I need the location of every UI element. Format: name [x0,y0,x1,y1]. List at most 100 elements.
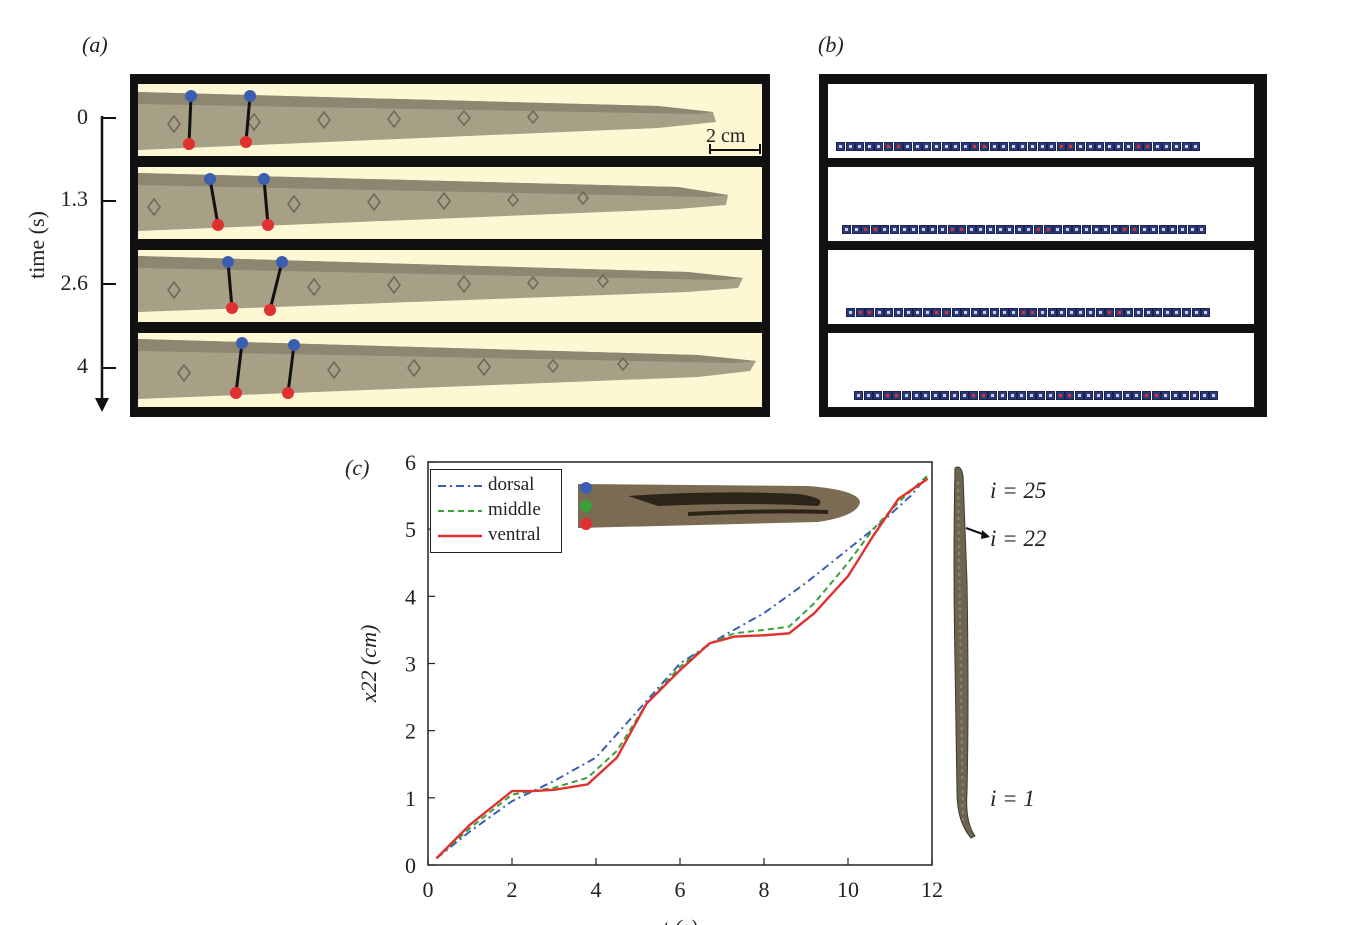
model-segment-block [899,225,909,234]
model-segment-block [947,225,957,234]
legend-middle: middle [488,499,541,520]
model-segment-block [1036,391,1046,400]
model-segment-block [1110,225,1120,234]
model-strip-0 [828,84,1254,158]
model-segment-block [874,308,884,317]
model-segment-block [873,391,883,400]
snake-frame-2 [138,250,762,322]
model-segment-block [1085,142,1095,151]
model-segment-block [1153,308,1163,317]
model-segment-block [1172,308,1182,317]
model-segment-block [940,391,950,400]
model-segment-block [1076,308,1086,317]
x-tick-label: 10 [837,877,859,902]
model-segment-block [870,225,880,234]
model-segment-block [846,308,855,317]
model-segment-block [854,391,863,400]
model-segment-block [1162,142,1172,151]
model-segment-block [922,308,932,317]
model-segment-block [1009,308,1019,317]
x-tick-label: 2 [507,877,518,902]
y-tick-label: 3 [405,652,416,677]
model-segment-block [951,308,961,317]
model-segment-block [1158,225,1168,234]
model-segment-block [1151,391,1161,400]
model-segment-block [1028,308,1038,317]
model-segment-block [961,308,971,317]
x-tick-label: 12 [921,877,943,902]
model-segment-block [855,142,865,151]
model-segment-block [1043,225,1053,234]
model-segment-block [1028,142,1037,151]
time-tick-2: 2.6 [60,270,89,295]
y-tick-label: 1 [405,786,416,811]
i22-pointer [965,527,990,539]
model-segment-block [1038,308,1047,317]
model-segment-block [1095,308,1105,317]
model-segment-block [970,142,980,151]
model-segment-block [1072,225,1082,234]
model-segment-block [1133,142,1143,151]
panel-b-label: (b) [818,32,844,57]
model-segment-block [1134,308,1143,317]
model-segment-block [921,391,931,400]
model-segment-block [1122,391,1132,400]
y-tick-label: 4 [405,584,416,609]
panel-c-label: (c) [345,455,370,480]
model-segment-block [884,142,893,151]
model-segment-block [1199,391,1209,400]
model-segment-block [1062,225,1072,234]
model-segment-block [999,308,1009,317]
y-axis-label: x22 (cm) [356,625,381,704]
y-tick-label: 6 [405,450,416,475]
model-segment-block [851,225,861,234]
series-line-middle [435,474,929,860]
x-tick-label: 0 [423,877,434,902]
model-segment-block [1007,391,1017,400]
model-segment-block [928,225,938,234]
model-segment-block [1066,142,1076,151]
model-strip-1 [828,167,1254,241]
model-segment-block [865,308,875,317]
model-segment-block [932,142,941,151]
model-segment-block [1113,391,1123,400]
model-segment-block [1101,225,1111,234]
model-segment-block [882,391,892,400]
model-segment-block [1182,308,1191,317]
time-tick-0: 0 [77,104,88,129]
model-segment-block [1018,308,1028,317]
model-segment-block [951,142,961,151]
model-segment-block [1170,391,1180,400]
series-line-dorsal [435,474,929,860]
model-segment-block [1074,391,1084,400]
model-segment-block [861,225,871,234]
model-segment-block [1132,391,1142,400]
index-label-25: i = 25 [990,478,1047,503]
model-segment-block [998,391,1007,400]
series-line-ventral [435,477,929,860]
model-segment-block [1091,225,1101,234]
model-segment-block [911,391,921,400]
model-segment-block [950,391,959,400]
model-segment-block [978,391,988,400]
x-axis-label: t (s) [663,915,698,925]
model-segment-block [1178,225,1187,234]
x-tick-label: 8 [759,877,770,902]
model-segment-block [1057,308,1067,317]
model-segment-block [1076,142,1085,151]
model-segment-block [1046,391,1055,400]
model-segment-block [1024,225,1034,234]
snake-frame-0 [138,84,762,156]
time-tick-1: 1.3 [60,186,89,211]
model-segment-block [903,308,913,317]
x-tick-label: 6 [675,877,686,902]
model-segment-block [1114,308,1124,317]
model-segment-block [922,142,932,151]
model-segment-block [1201,308,1211,317]
legend-swatches [438,485,482,538]
model-segment-block [1014,225,1024,234]
time-tick-3: 4 [77,353,88,378]
panel-a-label: (a) [82,32,108,57]
model-segment-block [842,225,851,234]
model-segment-block [960,142,970,151]
